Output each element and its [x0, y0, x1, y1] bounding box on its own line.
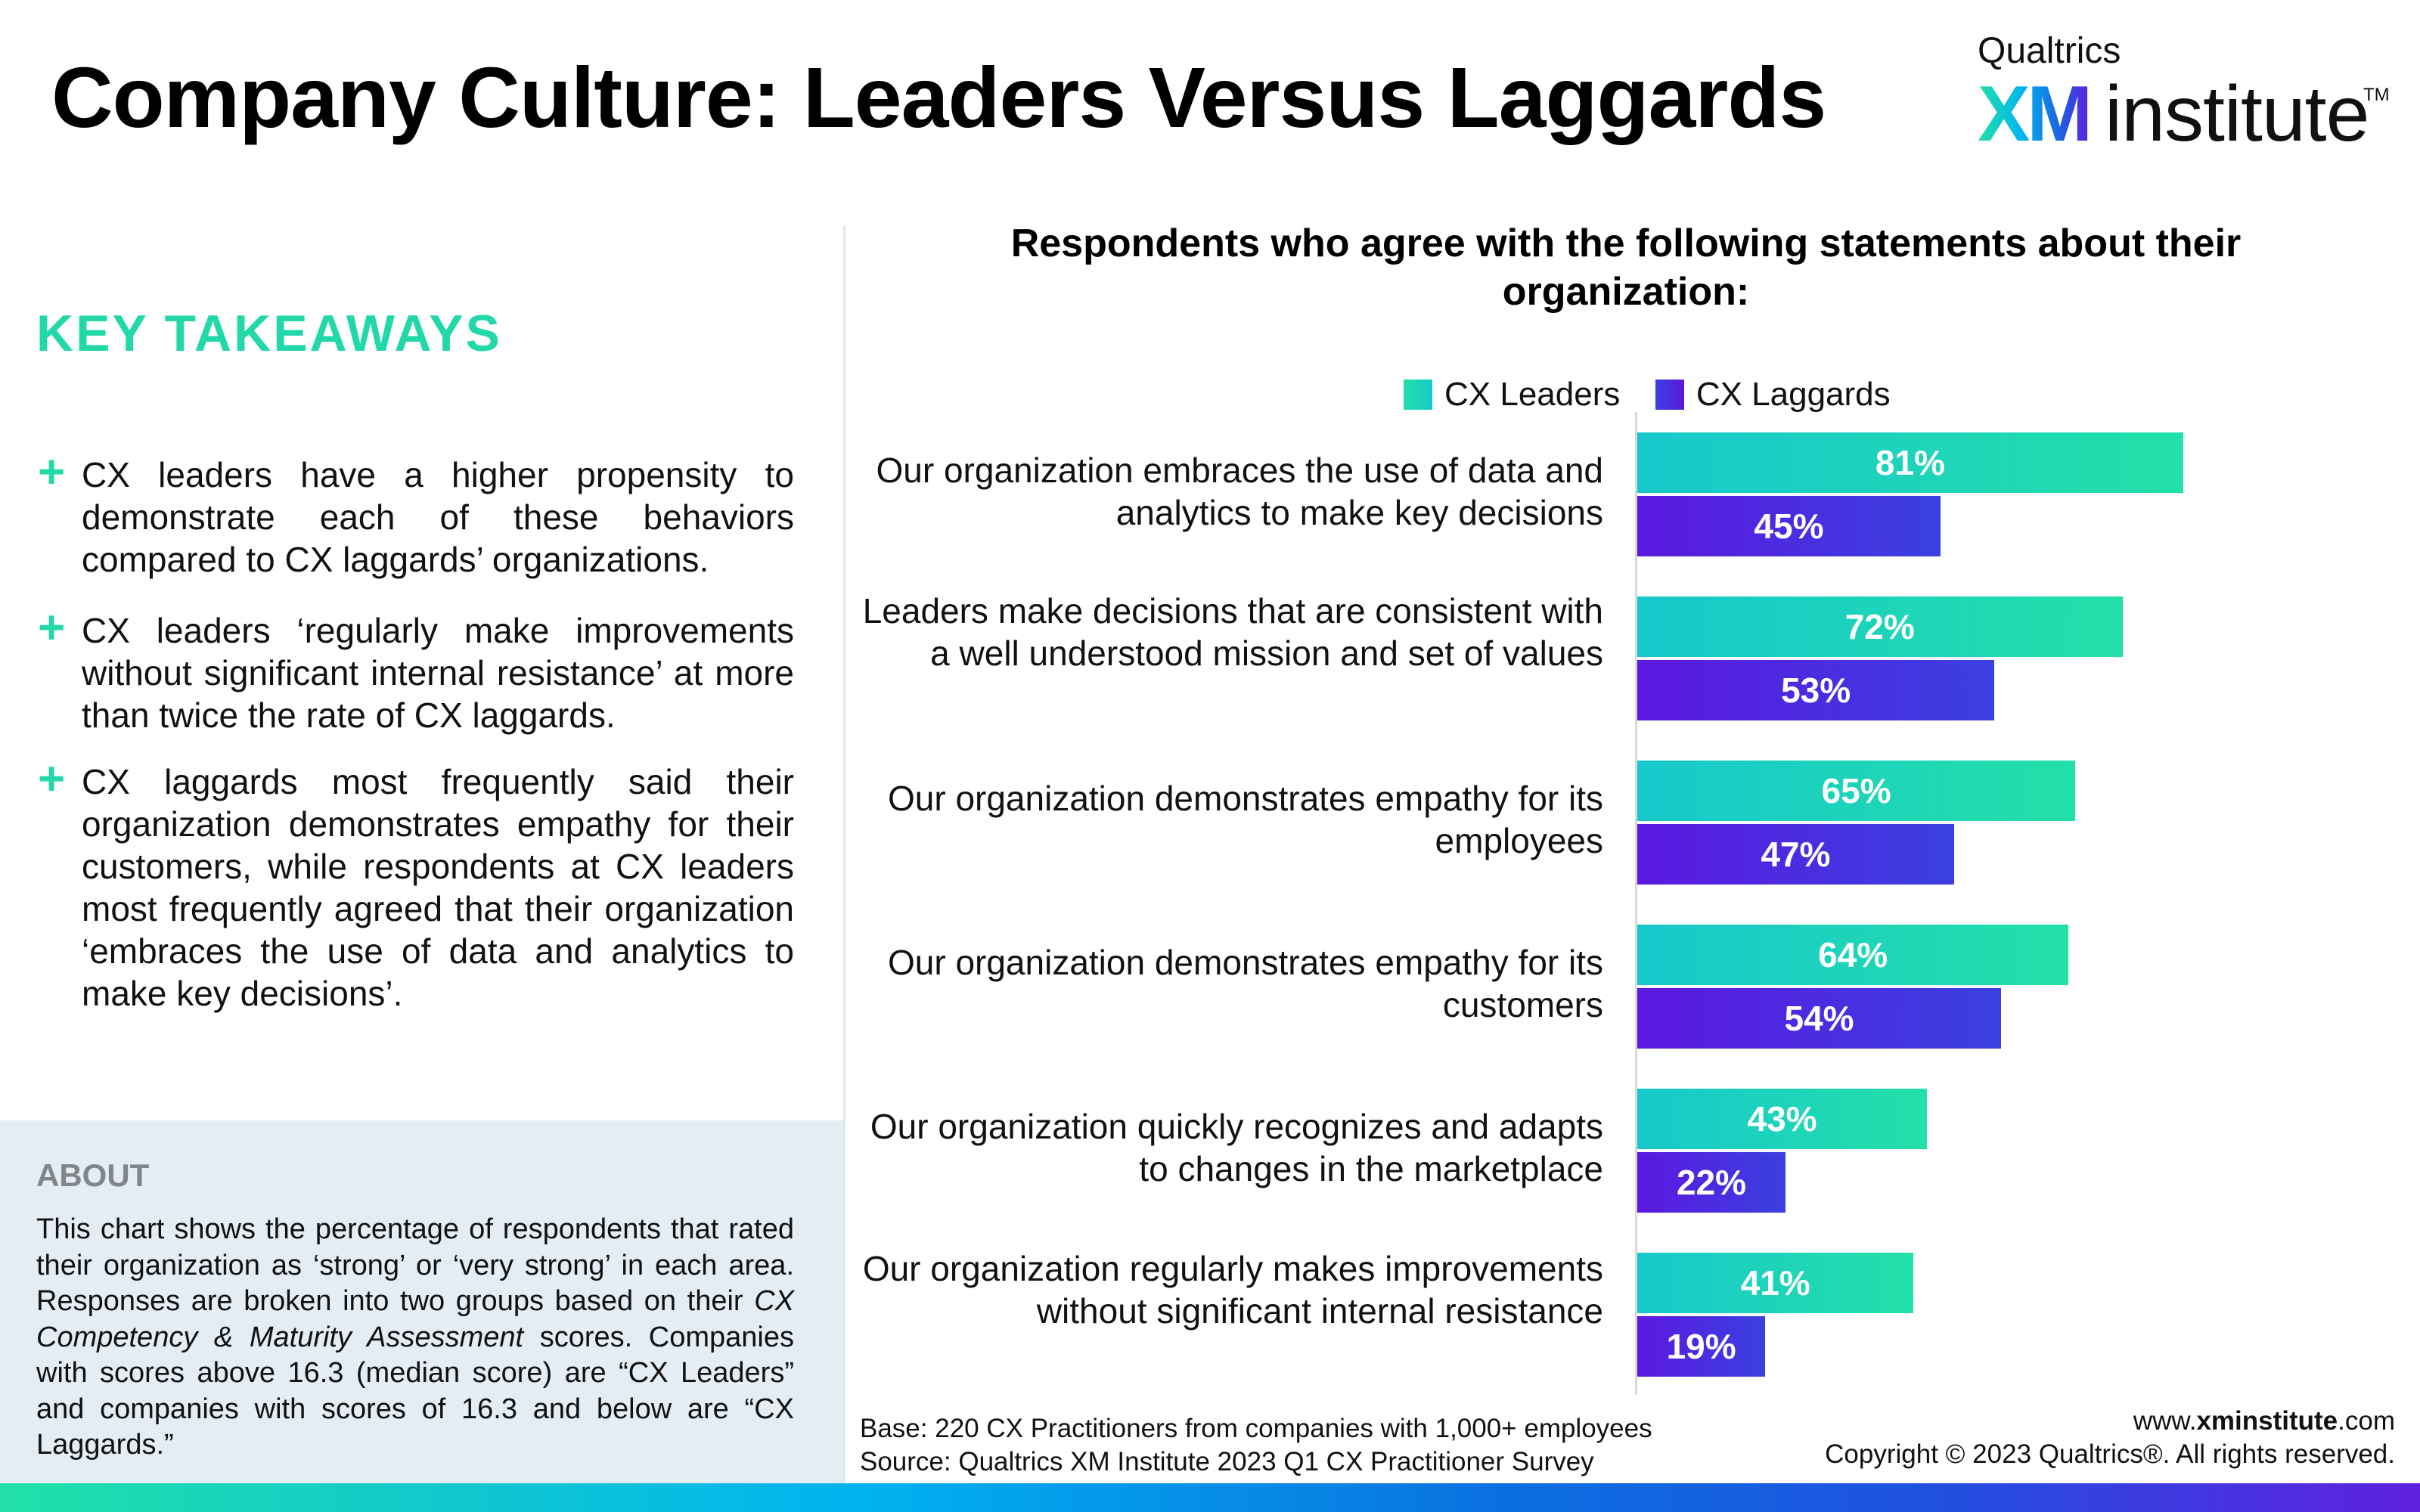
category-label: Our organization embraces the use of dat…: [876, 451, 1604, 532]
category-label: Our organization demonstrates empathy fo…: [887, 779, 1603, 860]
bar-cx-leaders: 81%: [1637, 432, 2183, 493]
legend-label: CX Laggards: [1696, 376, 1891, 413]
footer-copyright: Copyright © 2023 Qualtrics®. All rights …: [1825, 1439, 2395, 1469]
bar-cx-laggards: 19%: [1637, 1316, 1766, 1377]
key-takeaways-heading: KEY TAKEAWAYS: [36, 305, 502, 362]
category-label: Leaders make decisions that are consiste…: [862, 591, 1603, 673]
bar-value-label: 43%: [1747, 1099, 1817, 1139]
bar-cx-laggards: 22%: [1637, 1152, 1786, 1213]
category-label: Our organization quickly recognizes and …: [870, 1107, 1603, 1188]
url-bold: xminstitute: [2196, 1406, 2338, 1436]
footer-right: www.xminstitute.com Copyright © 2023 Qua…: [1825, 1405, 2395, 1471]
bar-cx-leaders: 64%: [1637, 925, 2069, 985]
legend-label: CX Leaders: [1444, 376, 1621, 413]
bar-cx-leaders: 72%: [1637, 596, 2123, 657]
footer-source-text: Source: Qualtrics XM Institute 2023 Q1 C…: [860, 1447, 1594, 1476]
footer-url[interactable]: www.xminstitute.com: [1825, 1405, 2395, 1438]
bar-cx-leaders: 43%: [1637, 1089, 1928, 1149]
url-prefix: www.: [2133, 1406, 2197, 1436]
logo-xm-text: XM: [1978, 70, 2093, 158]
bar-value-label: 72%: [1844, 607, 1915, 646]
plus-icon: +: [38, 753, 66, 805]
plus-icon: +: [38, 602, 66, 654]
xm-institute-logo: Qualtrics XM institute TM: [1978, 29, 2401, 156]
legend-swatch-leaders: [1404, 380, 1432, 410]
bar-cx-laggards: 53%: [1637, 660, 1995, 720]
about-heading: ABOUT: [36, 1157, 150, 1193]
legend-swatch-laggards: [1655, 380, 1684, 410]
logo-qualtrics-text: Qualtrics: [1978, 31, 2121, 71]
url-suffix: .com: [2338, 1406, 2395, 1436]
bar-cx-laggards: 47%: [1637, 824, 1954, 885]
chart-axis-line: [1635, 412, 1637, 1395]
chart-legend: CX Leaders CX Laggards: [1404, 373, 1922, 416]
legend-item-laggards: CX Laggards: [1655, 373, 1891, 416]
plus-icon: +: [38, 446, 66, 498]
takeaway-item: + CX laggards most frequently said their…: [36, 756, 794, 1015]
logo-institute-text: institute: [2105, 70, 2369, 158]
footer-notes: Base: 220 CX Practitioners from companie…: [860, 1412, 1652, 1479]
bar-cx-leaders: 41%: [1637, 1253, 1914, 1313]
bar-value-label: 65%: [1821, 771, 1891, 810]
takeaway-item: + CX leaders have a higher propensity to…: [36, 449, 794, 581]
logo-tm-text: TM: [2363, 85, 2390, 105]
about-text-part: scores. Companies with scores above 16.3…: [36, 1321, 794, 1461]
legend-item-leaders: CX Leaders: [1404, 373, 1620, 416]
page-title: Company Culture: Leaders Versus Laggards: [51, 50, 1826, 145]
bar-value-label: 19%: [1666, 1327, 1736, 1366]
bar-value-label: 64%: [1818, 935, 1888, 974]
takeaway-text: CX laggards most frequently said their o…: [82, 762, 794, 1013]
chart-title: Respondents who agree with the following…: [1010, 222, 2242, 314]
footer-base-text: Base: 220 CX Practitioners from companie…: [860, 1414, 1652, 1443]
bottom-gradient-bar: [0, 1483, 2420, 1512]
column-divider: [843, 225, 845, 1483]
takeaway-item: + CX leaders ‘regularly make improvement…: [36, 605, 794, 736]
category-label: Our organization demonstrates empathy fo…: [887, 943, 1603, 1024]
bar-cx-leaders: 65%: [1637, 761, 2076, 821]
category-label: Our organization regularly makes improve…: [862, 1249, 1603, 1331]
about-panel: [0, 1120, 843, 1483]
about-text-part: This chart shows the percentage of respo…: [36, 1213, 794, 1317]
bar-value-label: 41%: [1740, 1263, 1810, 1303]
bar-value-label: 22%: [1676, 1163, 1747, 1202]
takeaway-text: CX leaders have a higher propensity to d…: [82, 455, 794, 579]
bar-value-label: 53%: [1781, 671, 1851, 710]
bar-value-label: 54%: [1784, 999, 1854, 1038]
bar-value-label: 45%: [1754, 507, 1824, 546]
about-text-italic: CX Competency & Maturity Assessment: [36, 1285, 794, 1353]
bar-value-label: 81%: [1875, 443, 1945, 482]
about-text: This chart shows the percentage of respo…: [36, 1212, 794, 1464]
bar-value-label: 47%: [1761, 835, 1831, 874]
takeaway-text: CX leaders ‘regularly make improvements …: [82, 611, 794, 735]
bar-cx-laggards: 54%: [1637, 988, 2002, 1049]
bar-cx-laggards: 45%: [1637, 496, 1941, 556]
